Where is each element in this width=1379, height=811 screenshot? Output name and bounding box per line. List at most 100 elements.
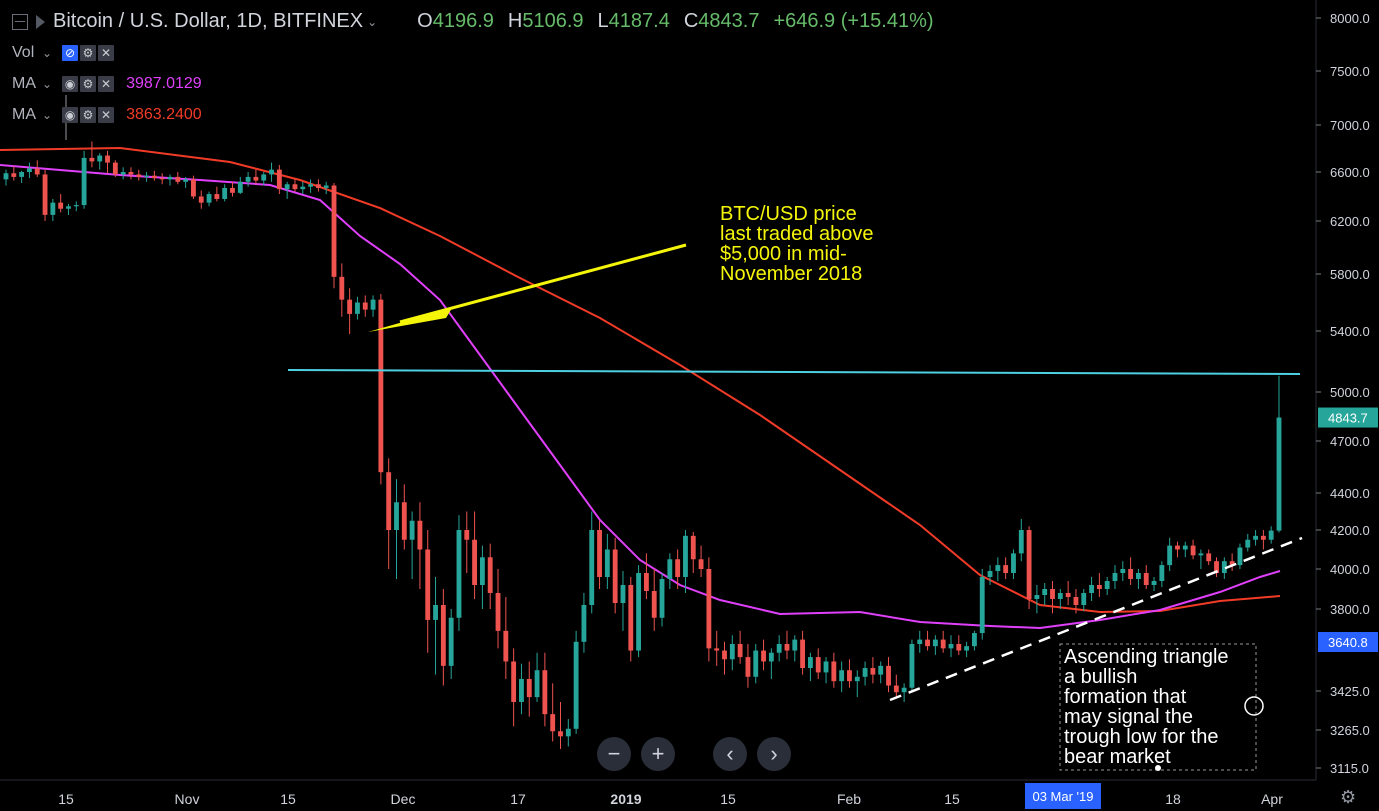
candle — [831, 652, 837, 688]
candle — [112, 160, 118, 177]
close-value: 4843.7 — [698, 10, 760, 32]
price-tick-label: 3800.0 — [1330, 602, 1370, 617]
candle-body — [276, 169, 282, 190]
candle — [339, 263, 345, 317]
candle — [1050, 581, 1055, 614]
zoom-in-button[interactable]: + — [641, 737, 675, 771]
candle — [1190, 539, 1196, 560]
candle — [643, 553, 649, 599]
indicator-name[interactable]: MA — [12, 75, 36, 92]
eye-icon[interactable]: ◉ — [62, 107, 79, 123]
candle — [50, 198, 56, 221]
candle-body — [854, 676, 860, 682]
candle-body — [909, 643, 915, 688]
eye-icon[interactable]: ⊘ — [62, 45, 79, 61]
candle-body — [409, 520, 415, 540]
candle — [425, 530, 431, 653]
chevron-down-icon[interactable]: ⌄ — [367, 14, 378, 29]
candle — [581, 593, 587, 653]
candle-body — [503, 630, 509, 662]
chevron-down-icon[interactable]: ⌄ — [42, 46, 53, 60]
candle-body — [191, 179, 196, 197]
candle-body — [698, 559, 704, 569]
candle — [698, 545, 704, 577]
candle — [66, 203, 71, 215]
candle-body — [1003, 565, 1009, 573]
candle-body — [1268, 530, 1274, 540]
candle — [636, 565, 642, 658]
candle — [854, 670, 860, 698]
chevron-down-icon[interactable]: ⌄ — [42, 108, 53, 122]
candle — [1268, 526, 1274, 544]
candle-body — [425, 549, 431, 620]
close-icon[interactable]: ✕ — [98, 45, 115, 61]
candle — [878, 661, 884, 684]
candle-body — [245, 176, 251, 182]
candle-body — [417, 520, 423, 550]
candle-body — [1245, 539, 1251, 548]
annotation-text-line: $5,000 in mid- — [720, 243, 847, 265]
candle-body — [987, 571, 993, 577]
gear-icon[interactable]: ⚙ — [80, 107, 97, 123]
candle-body — [378, 299, 384, 473]
candle-body — [315, 184, 321, 188]
candle-body — [401, 502, 407, 540]
chevron-down-icon[interactable]: ⌄ — [42, 77, 53, 91]
chart-settings-gear-icon[interactable]: ⚙ — [1340, 787, 1357, 807]
candle — [128, 167, 134, 180]
candle-body — [1198, 553, 1204, 556]
candle — [253, 169, 259, 185]
scroll-left-button[interactable]: ‹ — [713, 737, 747, 771]
candle — [1120, 561, 1126, 581]
resistance-line — [287, 369, 1301, 375]
candle — [565, 719, 571, 747]
candle — [807, 652, 813, 682]
zoom-out-button[interactable]: − — [597, 737, 631, 771]
candle — [909, 639, 915, 693]
scroll-right-button[interactable]: › — [757, 737, 791, 771]
candle-body — [230, 187, 235, 193]
candle-body — [893, 685, 899, 693]
ma-fast-line — [0, 164, 1281, 630]
candle — [487, 543, 493, 609]
indicator-name[interactable]: MA — [12, 106, 36, 123]
candle — [1245, 533, 1251, 552]
candle — [300, 181, 306, 195]
candle — [284, 181, 290, 199]
candle — [901, 683, 907, 702]
candle-body — [878, 665, 884, 675]
annotation-arrow-head — [368, 308, 452, 332]
symbol-title[interactable]: Bitcoin / U.S. Dollar, 1D, BITFINEX — [53, 10, 364, 32]
candle-body — [120, 172, 126, 175]
candle — [1182, 541, 1188, 558]
candle-body — [1096, 585, 1102, 589]
candle-body — [253, 176, 259, 181]
candle-body — [479, 557, 485, 585]
flag-icon[interactable] — [36, 14, 45, 29]
candle-body — [34, 168, 40, 175]
gear-icon[interactable]: ⚙ — [80, 45, 97, 61]
candle-body — [456, 530, 462, 618]
candle — [237, 176, 243, 195]
candle — [862, 661, 868, 686]
candle-body — [300, 186, 306, 190]
close-icon[interactable]: ✕ — [98, 107, 115, 123]
candle-body — [956, 643, 962, 651]
candle-body — [464, 530, 470, 540]
price-tick-label: 3265.0 — [1330, 723, 1370, 738]
gear-icon[interactable]: ⚙ — [80, 76, 97, 92]
candle — [987, 565, 993, 585]
last-price-label: 4843.7 — [1328, 411, 1368, 426]
candle-body — [612, 549, 618, 603]
price-tick-label: 8000.0 — [1330, 11, 1370, 26]
close-icon[interactable]: ✕ — [98, 76, 115, 92]
indicator-name[interactable]: Vol — [12, 44, 35, 61]
eye-icon[interactable]: ◉ — [62, 76, 79, 92]
candle — [417, 502, 423, 589]
candle-body — [487, 557, 493, 593]
candle-body — [729, 643, 735, 660]
candle — [847, 659, 852, 688]
collapse-legend-icon[interactable] — [12, 13, 28, 30]
candle — [729, 635, 735, 671]
